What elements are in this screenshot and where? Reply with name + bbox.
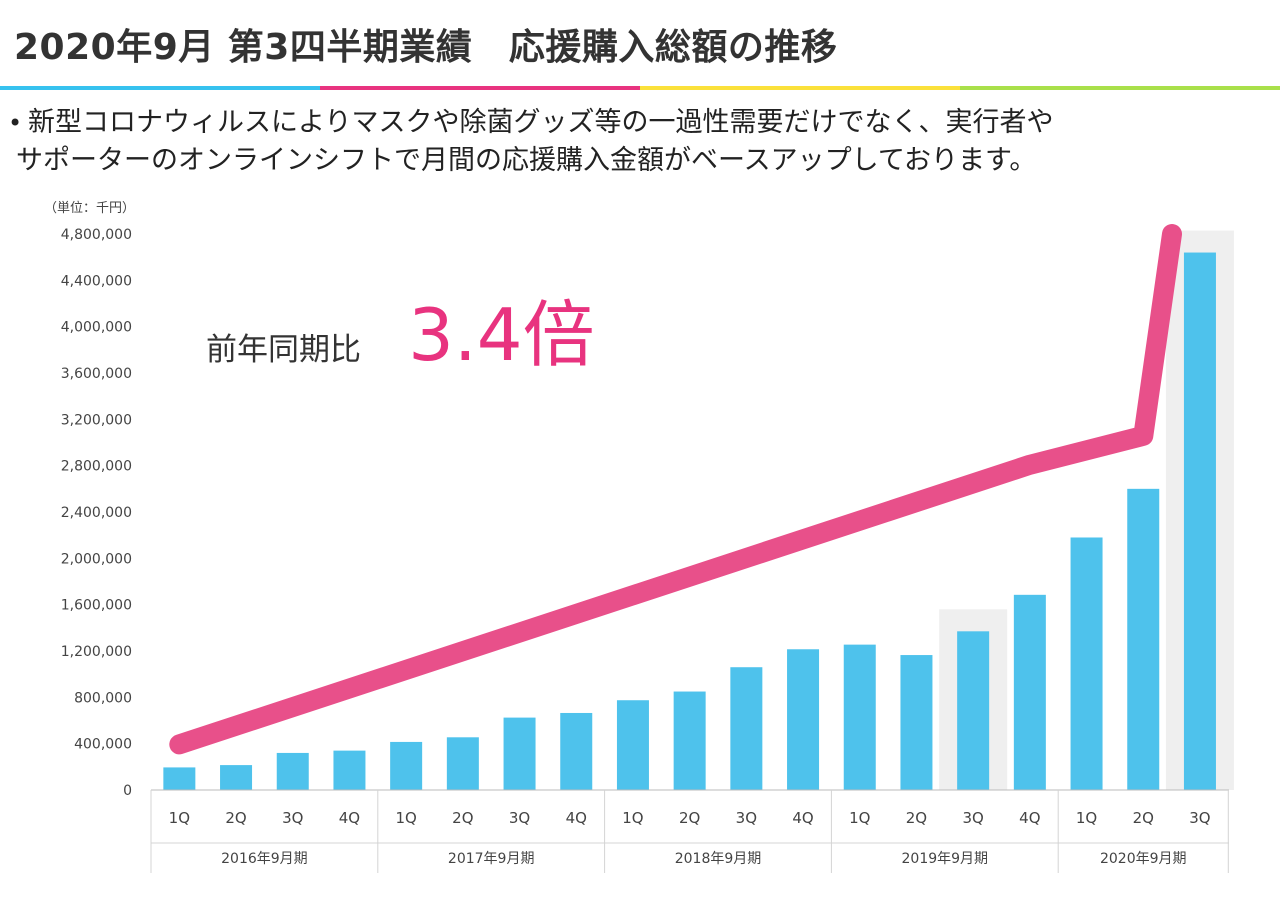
y-tick-label: 4,800,000 bbox=[61, 227, 132, 243]
quarter-label: 4Q bbox=[792, 809, 813, 827]
y-tick-label: 0 bbox=[123, 783, 132, 799]
y-tick-label: 2,000,000 bbox=[61, 551, 132, 567]
bar bbox=[1070, 537, 1103, 790]
trend-line bbox=[169, 224, 1182, 755]
bar bbox=[843, 644, 876, 790]
bullet-line-2: サポーターのオンラインシフトで月間の応援購入金額がベースアップしております。 bbox=[16, 145, 1037, 176]
fiscal-year-label: 2017年9月期 bbox=[448, 851, 535, 867]
quarter-label: 4Q bbox=[339, 809, 360, 827]
fiscal-year-label: 2018年9月期 bbox=[675, 851, 762, 867]
quarter-label: 3Q bbox=[1189, 809, 1210, 827]
bar bbox=[1013, 594, 1046, 790]
quarter-label: 2Q bbox=[1133, 809, 1154, 827]
bar bbox=[673, 691, 706, 790]
quarter-label: 1Q bbox=[395, 809, 416, 827]
yoy-callout: 前年同期比 3.4倍 bbox=[206, 276, 595, 381]
y-tick-label: 800,000 bbox=[74, 690, 132, 706]
y-tick-label: 3,600,000 bbox=[61, 366, 132, 382]
y-tick-label: 3,200,000 bbox=[61, 412, 132, 428]
bar bbox=[787, 649, 820, 790]
y-tick-label: 2,800,000 bbox=[61, 459, 132, 475]
bar bbox=[503, 717, 536, 790]
rule-segment-blue bbox=[0, 86, 320, 90]
bar bbox=[220, 765, 253, 790]
y-tick-label: 1,200,000 bbox=[61, 644, 132, 660]
quarter-label: 2Q bbox=[452, 809, 473, 827]
y-tick-label: 1,600,000 bbox=[61, 598, 132, 614]
fiscal-year-label: 2016年9月期 bbox=[221, 851, 308, 867]
fiscal-year-label: 2020年9月期 bbox=[1100, 851, 1187, 867]
quarter-label: 3Q bbox=[736, 809, 757, 827]
y-tick-label: 4,000,000 bbox=[61, 320, 132, 336]
rule-segment-yellow bbox=[640, 86, 960, 90]
bullet-point: • 新型コロナウィルスによりマスクや除菌グッズ等の一過性需要だけでなく、実行者や… bbox=[8, 104, 1268, 180]
bar bbox=[333, 750, 366, 790]
quarter-label: 4Q bbox=[566, 809, 587, 827]
bar bbox=[1183, 252, 1216, 791]
yoy-label: 前年同期比 bbox=[206, 332, 361, 368]
rule-segment-pink bbox=[320, 86, 640, 90]
bar bbox=[957, 631, 990, 790]
quarter-label: 1Q bbox=[622, 809, 643, 827]
bullet-marker: • bbox=[8, 109, 23, 137]
y-tick-label: 400,000 bbox=[74, 737, 132, 753]
fiscal-year-label: 2019年9月期 bbox=[902, 851, 989, 867]
quarter-label: 3Q bbox=[509, 809, 530, 827]
bullet-line-1: 新型コロナウィルスによりマスクや除菌グッズ等の一過性需要だけでなく、実行者や bbox=[28, 107, 1054, 138]
quarter-label: 2Q bbox=[225, 809, 246, 827]
quarter-label: 1Q bbox=[849, 809, 870, 827]
bar bbox=[730, 667, 763, 790]
y-tick-label: 2,400,000 bbox=[61, 505, 132, 521]
page-title: 2020年9月 第3四半期業績 応援購入総額の推移 bbox=[14, 27, 838, 68]
yoy-value: 3.4倍 bbox=[408, 293, 595, 377]
bar bbox=[163, 767, 196, 790]
quarter-label: 2Q bbox=[906, 809, 927, 827]
bar bbox=[390, 741, 423, 790]
bar bbox=[446, 737, 479, 790]
unit-label: （単位：千円） bbox=[44, 200, 135, 216]
bar bbox=[616, 700, 649, 790]
title-underline bbox=[0, 86, 1280, 90]
quarter-label: 1Q bbox=[1076, 809, 1097, 827]
bar bbox=[900, 655, 933, 790]
rule-segment-green bbox=[960, 86, 1280, 90]
y-tick-label: 4,400,000 bbox=[61, 273, 132, 289]
quarter-label: 2Q bbox=[679, 809, 700, 827]
revenue-chart: （単位：千円） 0 400,000 800,000 1,200,000 1,600,000… bbox=[44, 200, 1234, 873]
bar bbox=[560, 712, 593, 790]
bar bbox=[276, 752, 309, 790]
quarter-label: 3Q bbox=[962, 809, 983, 827]
quarter-label: 1Q bbox=[169, 809, 190, 827]
quarter-label: 4Q bbox=[1019, 809, 1040, 827]
bar bbox=[1127, 488, 1160, 790]
quarter-label: 3Q bbox=[282, 809, 303, 827]
